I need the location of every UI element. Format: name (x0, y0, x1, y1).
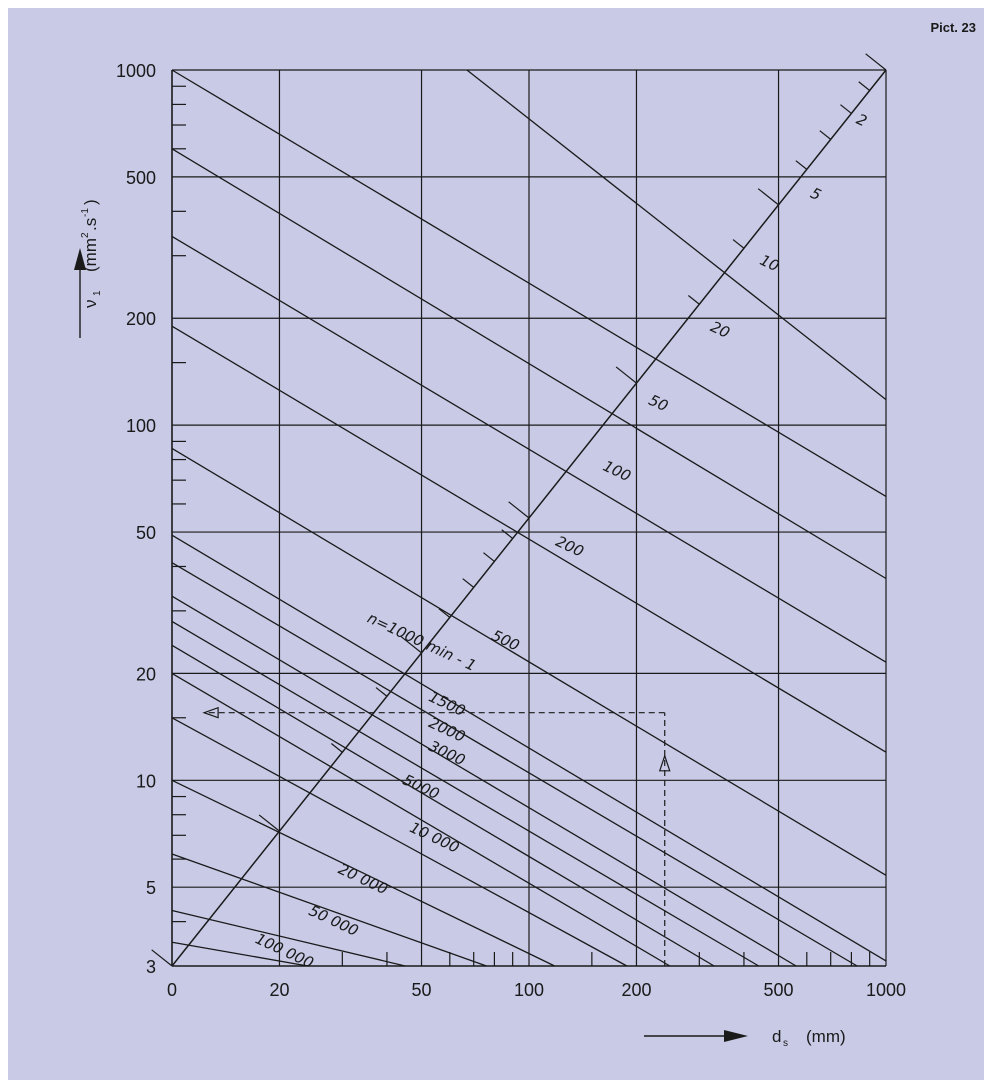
series-line-20-000 (171, 853, 487, 967)
x-tick-label: 500 (764, 980, 794, 1000)
y-tick-label: 20 (136, 664, 156, 684)
y-axis-title-part: ν (81, 300, 100, 309)
x-axis-title-symbol: d (772, 1027, 781, 1046)
y-tick-label: 3 (146, 957, 156, 977)
y-axis-title-part: -1 (80, 208, 91, 217)
x-tick-label: 0 (167, 980, 177, 1000)
series-line-n-1000-min-1 (171, 595, 797, 967)
x-tick-label: 20 (269, 980, 289, 1000)
x-axis-title-unit: (mm) (806, 1027, 846, 1046)
series-line-200 (171, 534, 887, 962)
curve-label: 20 (708, 318, 733, 342)
diagonal-scale-tick (258, 814, 280, 832)
x-axis-title-subscript: s (783, 1038, 788, 1049)
diagonal-scale-tick (151, 949, 173, 967)
series-line-20 (171, 235, 887, 663)
readout-up-arrow (658, 753, 671, 772)
series-line-10 (171, 148, 887, 580)
x-tick-label: 1000 (866, 980, 906, 1000)
diagonal-scale-tick (508, 501, 530, 519)
y-axis-title-part: (mm (81, 238, 100, 272)
y-axis-title: ν 1 (mm2.s-1) (80, 199, 103, 308)
viscosity-nomogram: Pict. 23 0 20 50 100 200 500 1000 3 5 10 20 50 100 20… (74, 20, 976, 1049)
y-tick-label: 500 (126, 168, 156, 188)
x-tick-label: 50 (412, 980, 432, 1000)
curve-label: 500 (489, 626, 523, 654)
diagonal-scale-tick (615, 366, 637, 384)
chart-panel: Pict. 23 0 20 50 100 200 500 1000 3 5 10 20 50 100 20… (8, 8, 984, 1080)
diagonal-scale-tick (400, 636, 422, 654)
x-tick-label: 100 (514, 980, 544, 1000)
diagonal-scale-tick (688, 295, 700, 305)
y-tick-label: 100 (126, 416, 156, 436)
series-line-50-000 (171, 909, 406, 967)
diagonal-scale-tick (375, 687, 388, 697)
curve-label: 2 (854, 110, 870, 130)
y-tick-label: 10 (136, 771, 156, 791)
curve-label: 50 (646, 391, 671, 415)
y-axis-arrow-head (74, 248, 86, 270)
series-line-3000 (171, 672, 671, 967)
x-tick-label: 200 (621, 980, 651, 1000)
diagonal-scale-tick (858, 81, 871, 91)
series-line-10-000 (171, 779, 555, 967)
curve-label: 100 (600, 457, 634, 485)
series-line-1500 (171, 620, 760, 967)
diagonal-scale-tick (819, 130, 832, 140)
series-line-500 (171, 562, 858, 967)
diagonal-scale-tick (865, 53, 887, 71)
readout-left-arrow (202, 706, 219, 719)
y-tick-label: 200 (126, 309, 156, 329)
y-axis-title-part: 2 (80, 232, 91, 238)
curve-label: 50 000 (306, 901, 361, 940)
diagonal-scale-tick (462, 578, 475, 588)
curve-label: 20 000 (335, 860, 390, 899)
diagonal-scale-tick (501, 529, 514, 539)
series-line-2000 (171, 644, 715, 967)
diagonal-scale-tick (757, 188, 779, 206)
x-axis-arrow-head (724, 1030, 748, 1042)
diagonal-scale-tick (840, 104, 852, 114)
y-axis-title-part: 1 (92, 290, 103, 296)
diagonal-scale-tick (795, 160, 808, 170)
series-line-5 (171, 69, 887, 497)
curve-label: 5 (808, 184, 824, 204)
picture-label: Pict. 23 (930, 20, 976, 35)
series-line-100-000 (171, 941, 308, 967)
diagonal-scale-tick (483, 552, 495, 562)
series-line-50 (171, 325, 887, 753)
y-tick-label: 1000 (116, 61, 156, 81)
series-line-100 (171, 447, 887, 876)
y-axis-title-part: ) (81, 199, 100, 205)
y-tick-label: 5 (146, 878, 156, 898)
y-tick-label: 50 (136, 523, 156, 543)
diagonal-scale-tick (732, 239, 745, 249)
y-axis-title-part: .s (81, 218, 100, 231)
diagonal-scale-tick (438, 608, 451, 618)
diagonal-scale-tick (331, 743, 343, 753)
series-line-5000 (171, 717, 628, 967)
series-line-2 (466, 69, 887, 401)
